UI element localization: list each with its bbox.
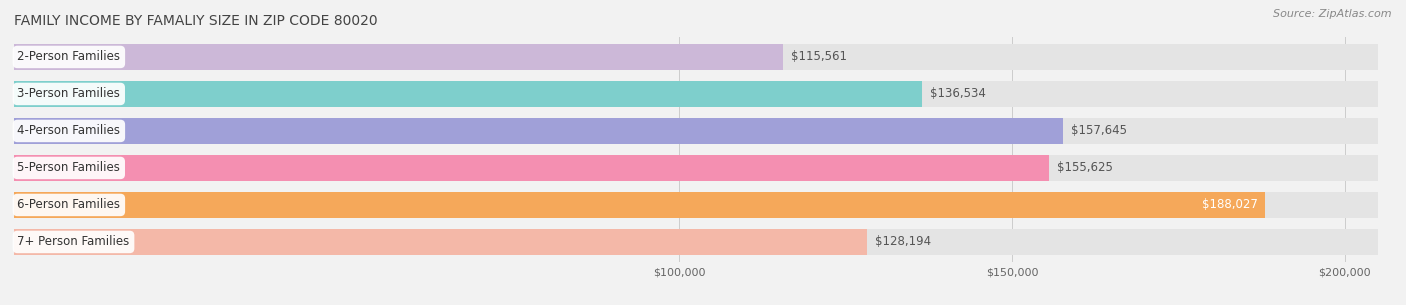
Bar [14,192,1378,218]
Text: $136,534: $136,534 [931,88,986,100]
Bar [14,81,922,107]
Bar [14,155,1049,181]
Bar [14,229,1378,255]
Bar [14,155,1378,181]
Text: $115,561: $115,561 [790,50,846,63]
Bar [14,81,1378,107]
Bar [14,44,783,70]
Text: $155,625: $155,625 [1057,161,1114,174]
Text: 2-Person Families: 2-Person Families [17,50,121,63]
Text: 4-Person Families: 4-Person Families [17,124,121,138]
Bar [14,229,868,255]
Text: 5-Person Families: 5-Person Families [17,161,121,174]
Text: $157,645: $157,645 [1071,124,1126,138]
Text: Source: ZipAtlas.com: Source: ZipAtlas.com [1274,9,1392,19]
Bar [14,118,1378,144]
Text: 6-Person Families: 6-Person Families [17,199,121,211]
Text: FAMILY INCOME BY FAMALIY SIZE IN ZIP CODE 80020: FAMILY INCOME BY FAMALIY SIZE IN ZIP COD… [14,15,378,28]
Text: $128,194: $128,194 [875,235,931,249]
Bar [14,192,1265,218]
Bar [14,44,1378,70]
Text: $188,027: $188,027 [1202,199,1258,211]
Text: 3-Person Families: 3-Person Families [17,88,121,100]
Bar [14,118,1063,144]
Text: 7+ Person Families: 7+ Person Families [17,235,129,249]
